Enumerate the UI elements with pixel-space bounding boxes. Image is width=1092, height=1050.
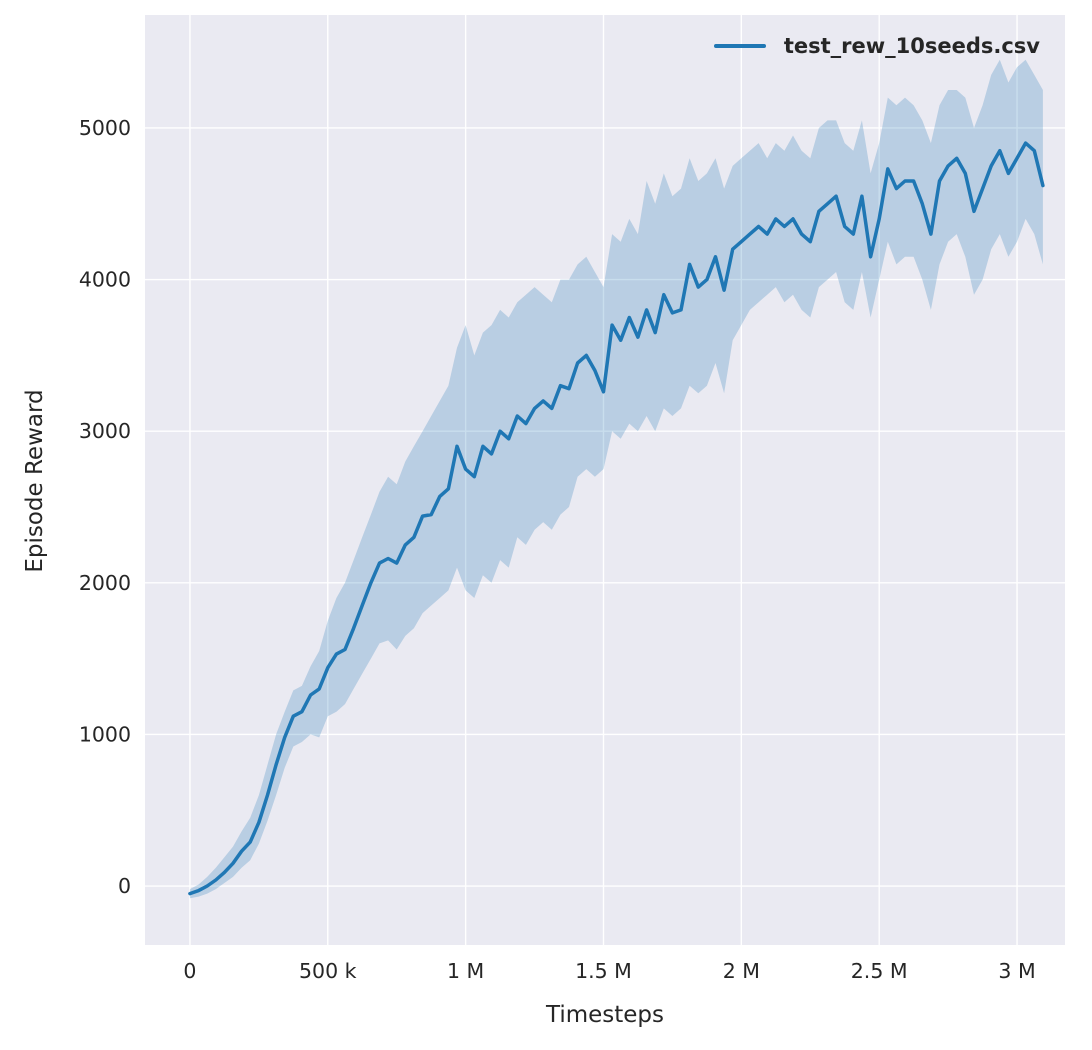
legend-line-sample — [713, 43, 766, 49]
y-tick-label: 0 — [118, 874, 131, 898]
x-axis-label: Timesteps — [545, 1002, 665, 1028]
y-tick-label: 2000 — [79, 571, 131, 595]
legend: test_rew_10seeds.csv — [713, 34, 1040, 58]
y-tick-label: 3000 — [79, 419, 131, 443]
x-tick-label: 1.5 M — [575, 959, 632, 983]
x-tick-label: 2.5 M — [851, 959, 908, 983]
y-tick-label: 5000 — [79, 116, 131, 140]
y-axis-label: Episode Reward — [22, 389, 48, 573]
x-tick-label: 0 — [183, 959, 196, 983]
y-tick-label: 1000 — [79, 722, 131, 746]
axes-background — [145, 15, 1065, 945]
x-tick-label: 500 k — [299, 959, 357, 983]
y-tick-label: 4000 — [79, 268, 131, 292]
x-tick-label: 2 M — [723, 959, 760, 983]
x-tick-label: 1 M — [447, 959, 484, 983]
x-tick-label: 3 M — [998, 959, 1035, 983]
legend-label: test_rew_10seeds.csv — [783, 34, 1040, 58]
confidence-band — [189, 59, 1043, 899]
mean-line — [188, 141, 1045, 896]
